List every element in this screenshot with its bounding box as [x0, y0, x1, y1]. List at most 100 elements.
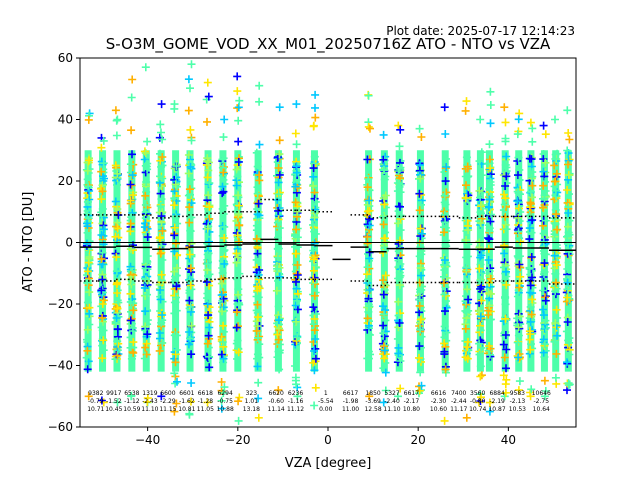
scatter-column-core	[157, 150, 165, 372]
scatter-point	[440, 416, 449, 425]
scatter-point	[477, 233, 485, 242]
scatter-point	[476, 372, 485, 381]
scatter-point	[126, 227, 135, 236]
scatter-point	[525, 235, 534, 244]
y-tick-label: −20	[48, 297, 73, 311]
scatter-point	[218, 307, 226, 316]
scatter-point	[309, 303, 318, 312]
chart-title: S-O3M_GOME_VOD_XX_M01_20250716Z ATO - NT…	[106, 35, 551, 54]
scatter-point	[551, 287, 560, 296]
scatter-point	[171, 180, 180, 189]
scatter-point	[551, 373, 560, 382]
scatter-point	[502, 345, 511, 354]
scatter-point	[234, 210, 243, 219]
scatter-point	[232, 323, 241, 332]
scatter-point	[203, 353, 212, 362]
scatter-point	[273, 253, 282, 262]
scatter-point	[173, 219, 182, 228]
scatter-point	[112, 350, 121, 359]
scatter-point	[541, 387, 550, 395]
scatter-point	[112, 222, 121, 231]
scatter-column	[170, 100, 182, 416]
scatter-point	[203, 289, 212, 298]
scatter-point	[365, 330, 374, 339]
scatter-point	[205, 352, 213, 361]
scatter-point	[416, 174, 425, 183]
scatter-column	[550, 115, 562, 388]
scatter-point	[477, 371, 486, 380]
scatter-point	[220, 234, 229, 242]
scatter-point	[485, 407, 494, 416]
scatter-point	[185, 296, 194, 305]
scatter-point	[203, 173, 212, 182]
scatter-point	[551, 115, 559, 124]
scatter-point	[502, 152, 511, 161]
scatter-point	[186, 281, 195, 290]
scatter-point	[98, 300, 107, 308]
scatter-point	[540, 194, 549, 203]
scatter-point	[113, 224, 122, 233]
bin-stat-mean: -2.44	[451, 398, 467, 405]
scatter-point	[363, 207, 372, 216]
scatter-point	[113, 398, 122, 407]
scatter-point	[235, 300, 244, 309]
scatter-point	[462, 181, 470, 190]
scatter-point	[551, 154, 560, 163]
scatter-point	[363, 183, 372, 192]
scatter-point	[396, 211, 405, 220]
scatter-point	[442, 154, 450, 163]
scatter-point	[128, 150, 136, 159]
scatter-point	[84, 182, 93, 191]
scatter-point	[540, 259, 549, 268]
scatter-point	[203, 224, 212, 233]
scatter-point	[186, 84, 194, 93]
scatter-point	[526, 118, 535, 127]
scatter-point	[275, 150, 284, 159]
scatter-point	[172, 399, 181, 408]
scatter-point	[291, 337, 300, 346]
scatter-point	[233, 244, 242, 253]
scatter-point	[205, 237, 213, 246]
scatter-column-core	[485, 150, 493, 372]
scatter-point	[274, 190, 283, 199]
scatter-point	[156, 202, 165, 211]
scatter-point	[514, 227, 523, 236]
scatter-point	[379, 155, 388, 164]
scatter-point	[126, 316, 135, 325]
scatter-point	[440, 191, 449, 200]
scatter-point	[97, 396, 106, 405]
scatter-point	[254, 270, 263, 279]
scatter-point	[111, 318, 120, 327]
scatter-point	[97, 286, 106, 295]
scatter-point	[363, 155, 372, 164]
scatter-column	[252, 81, 264, 422]
scatter-point	[484, 256, 493, 264]
scatter-point	[114, 312, 123, 321]
scatter-point	[112, 314, 121, 322]
scatter-point	[311, 103, 319, 112]
scatter-point	[113, 337, 122, 346]
scatter-point	[311, 113, 320, 122]
scatter-point	[275, 170, 284, 179]
scatter-point	[219, 187, 228, 196]
scatter-point	[363, 263, 372, 272]
scatter-point	[233, 354, 242, 363]
scatter-point	[253, 282, 261, 291]
bin-stat-mean: -1.98	[343, 398, 359, 405]
scatter-point	[126, 333, 135, 342]
bin-stat-count: 1319	[142, 390, 157, 397]
scatter-point	[463, 252, 472, 261]
scatter-point	[219, 210, 228, 219]
scatter-point	[128, 209, 137, 217]
scatter-point	[525, 335, 534, 344]
scatter-point	[203, 154, 212, 163]
scatter-point	[157, 270, 166, 279]
scatter-point	[461, 193, 470, 202]
scatter-point	[551, 336, 560, 344]
bin-stat-count: 1	[324, 390, 328, 397]
scatter-point	[502, 267, 510, 276]
